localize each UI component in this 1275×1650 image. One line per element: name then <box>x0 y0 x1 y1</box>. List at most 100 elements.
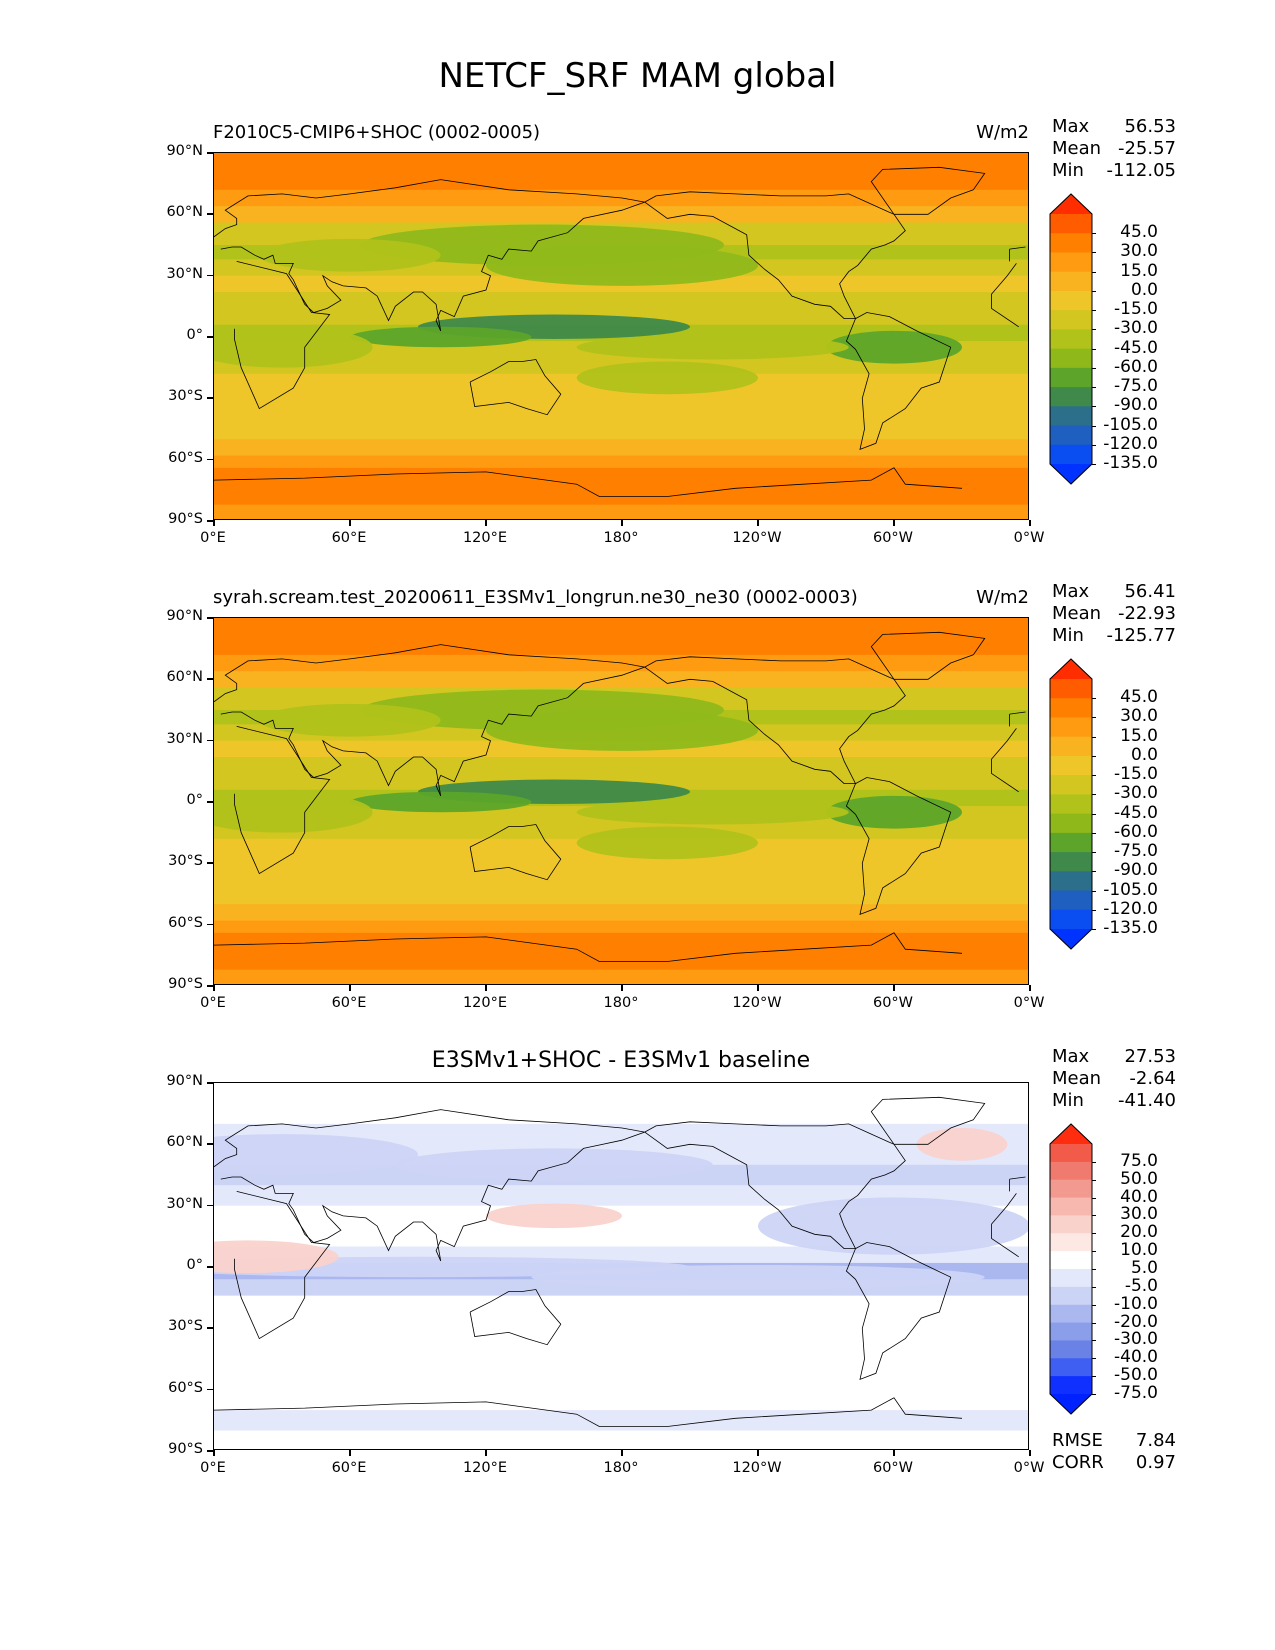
stats-box: Max 56.41 Mean -22.93 Min -125.77 <box>1052 581 1176 647</box>
colorbar-segment <box>1050 1179 1092 1199</box>
x-tick-label: 0°E <box>200 530 226 546</box>
colorbar-segment <box>1050 406 1092 427</box>
coastline <box>644 1121 906 1249</box>
colorbar-tick <box>1092 813 1096 815</box>
colorbar-segment <box>1050 1197 1092 1216</box>
colorbar-label: -45.0 <box>1114 802 1158 823</box>
x-tick-label: 120°E <box>462 1460 508 1476</box>
y-tick-label: 30°N <box>166 1195 203 1212</box>
colorbar-label: -15.0 <box>1114 299 1158 320</box>
panel-title: E3SMv1+SHOC - E3SMv1 baseline <box>431 1048 811 1073</box>
colorbar-label: -90.0 <box>1114 395 1158 416</box>
colorbar-tick <box>1092 698 1096 700</box>
x-tick-label: 60°W <box>872 995 914 1011</box>
map-plot <box>213 617 1029 985</box>
x-tick-mark <box>1029 985 1031 991</box>
colorbar-tick <box>1092 252 1096 254</box>
colorbar <box>1049 658 1093 950</box>
stats-box: Max 56.53 Mean -25.57 Min -112.05 <box>1052 116 1176 182</box>
stat-value: -25.57 <box>1117 138 1176 159</box>
coastline <box>234 1191 1019 1340</box>
y-tick-mark <box>207 458 213 461</box>
colorbar-segment <box>1050 252 1092 273</box>
panel-units: W/m2 <box>976 587 1029 608</box>
colorbar-segment <box>1050 1376 1092 1395</box>
x-tick-label: 0°W <box>1013 1460 1045 1476</box>
panel-title: syrah.scream.test_20200611_E3SMv1_longru… <box>213 587 858 608</box>
stat-row: Max 56.41 <box>1052 581 1176 603</box>
stat-label: Min <box>1052 160 1084 181</box>
x-tick-mark <box>893 1450 895 1456</box>
x-tick-mark <box>757 520 759 526</box>
coastline <box>469 824 562 881</box>
colorbar-tick <box>1092 1322 1096 1324</box>
x-tick-label: 0°W <box>1013 995 1045 1011</box>
x-tick-mark <box>213 1450 215 1456</box>
colorbar-tick <box>1092 406 1096 408</box>
colorbar-extend-top <box>1050 659 1092 679</box>
panel-units: W/m2 <box>976 122 1029 143</box>
colorbar-label: 15.0 <box>1120 260 1158 281</box>
colorbar-label: 40.0 <box>1120 1186 1158 1207</box>
coastline <box>234 261 1019 410</box>
colorbar-label: -135.0 <box>1103 453 1158 473</box>
metric-label: CORR <box>1052 1452 1104 1473</box>
y-tick-mark <box>207 985 213 987</box>
x-tick-label: 60°E <box>331 530 367 546</box>
y-tick-mark <box>207 1327 213 1329</box>
colorbar-label: -60.0 <box>1114 356 1158 377</box>
colorbar-label: -75.0 <box>1114 376 1158 397</box>
colorbar-label: -30.0 <box>1114 1329 1158 1350</box>
y-tick-mark <box>207 678 213 680</box>
colorbar-segment <box>1050 329 1092 350</box>
x-tick-mark <box>485 520 487 526</box>
rmse-box: RMSE 7.84 CORR 0.97 <box>1052 1430 1176 1474</box>
colorbar-label: -10.0 <box>1114 1293 1158 1314</box>
colorbar-segment <box>1050 1286 1092 1306</box>
y-tick-label: 90°S <box>168 976 203 992</box>
coastline <box>469 359 562 416</box>
x-tick-mark <box>621 520 623 526</box>
stat-row: Mean -22.93 <box>1052 603 1176 625</box>
colorbar-segment <box>1050 794 1092 815</box>
y-tick-label: 30°S <box>168 853 203 870</box>
colorbar-label: -45.0 <box>1114 337 1158 358</box>
coastline <box>214 467 963 497</box>
stat-row: Max 56.53 <box>1052 116 1176 138</box>
stat-label: Max <box>1052 1046 1090 1067</box>
y-tick-mark <box>207 1204 213 1207</box>
x-tick-label: 180° <box>603 1460 639 1476</box>
y-tick-mark <box>207 739 213 742</box>
colorbar-segment <box>1050 909 1092 930</box>
colorbar-segment <box>1050 890 1092 911</box>
y-tick-label: 60°N <box>166 204 203 221</box>
metric-row: CORR 0.97 <box>1052 1452 1176 1474</box>
colorbar-segment <box>1050 1358 1092 1377</box>
metric-label: RMSE <box>1052 1430 1103 1451</box>
colorbar-segment <box>1050 775 1092 795</box>
colorbar-tick <box>1092 717 1096 719</box>
colorbar-tick <box>1092 444 1096 446</box>
colorbar-label: 45.0 <box>1120 222 1158 243</box>
stat-value: 56.53 <box>1124 116 1176 137</box>
y-tick-label: 90°S <box>168 511 203 527</box>
colorbar-tick <box>1092 387 1096 389</box>
colorbar-segment <box>1050 1161 1092 1181</box>
colorbar-label: 75.0 <box>1120 1150 1158 1171</box>
colorbar-label: 50.0 <box>1120 1168 1158 1189</box>
colorbar-tick <box>1092 367 1096 369</box>
colorbar-extend-top <box>1050 1124 1092 1144</box>
stat-label: Max <box>1052 581 1090 602</box>
y-tick-label: 30°S <box>168 388 203 405</box>
colorbar-label: 30.0 <box>1120 1204 1158 1225</box>
colorbar-tick <box>1092 1376 1096 1378</box>
y-tick-label: 60°S <box>168 914 203 931</box>
x-tick-mark <box>893 985 895 991</box>
colorbar-segment <box>1050 425 1092 446</box>
colorbar-tick <box>1092 1304 1096 1306</box>
colorbar-label: 30.0 <box>1120 706 1158 727</box>
colorbar-label: -90.0 <box>1114 860 1158 881</box>
y-tick-mark <box>207 1143 213 1145</box>
y-tick-label: 60°S <box>168 1379 203 1396</box>
colorbar-label: 45.0 <box>1120 687 1158 708</box>
